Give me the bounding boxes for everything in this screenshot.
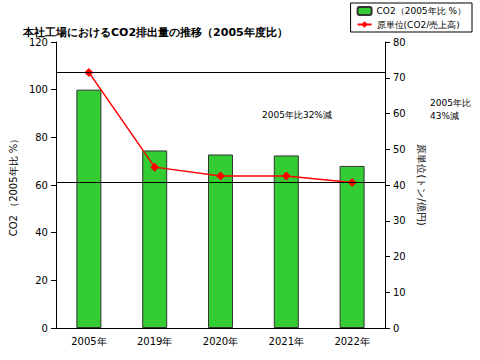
svg-text:2005年: 2005年 (71, 336, 106, 347)
svg-text:70: 70 (393, 72, 406, 83)
svg-text:120: 120 (28, 36, 48, 48)
svg-text:60: 60 (393, 108, 406, 119)
svg-text:2022年: 2022年 (334, 336, 369, 347)
svg-text:原単位(トン/億円): 原単位(トン/億円) (416, 144, 427, 225)
svg-text:20: 20 (35, 275, 48, 286)
svg-text:CO2 （2005年比 %）: CO2 （2005年比 %） (8, 134, 19, 237)
svg-text:2019年: 2019年 (137, 336, 172, 347)
svg-text:0: 0 (393, 323, 399, 334)
svg-text:50: 50 (393, 144, 406, 155)
svg-text:20: 20 (393, 251, 406, 262)
svg-text:CO2（2005年比 %）: CO2（2005年比 %） (377, 6, 466, 16)
svg-text:10: 10 (393, 287, 406, 298)
svg-text:60: 60 (35, 180, 48, 191)
svg-text:40: 40 (35, 227, 48, 238)
svg-text:0: 0 (42, 323, 48, 334)
svg-text:80: 80 (35, 132, 48, 143)
svg-text:2020年: 2020年 (203, 336, 238, 347)
svg-text:2021年: 2021年 (269, 336, 304, 347)
svg-text:80: 80 (393, 37, 406, 48)
svg-text:本社工場におけるCO2排出量の推移（2005年度比）: 本社工場におけるCO2排出量の推移（2005年度比） (22, 26, 288, 39)
svg-text:40: 40 (393, 180, 406, 191)
svg-text:原単位(CO2/売上高): 原単位(CO2/売上高) (377, 20, 460, 30)
svg-text:43%減: 43%減 (430, 111, 459, 121)
svg-text:30: 30 (393, 215, 406, 226)
svg-text:100: 100 (29, 84, 48, 95)
svg-text:2005年比32%減: 2005年比32%減 (262, 110, 332, 120)
svg-text:2005年比: 2005年比 (430, 98, 471, 108)
